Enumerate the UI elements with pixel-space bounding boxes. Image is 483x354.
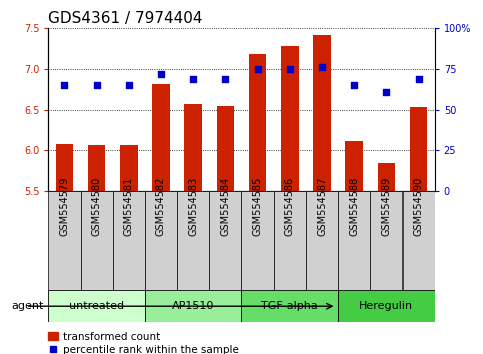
Point [125,82,133,88]
Point [189,76,197,82]
Legend: transformed count, percentile rank within the sample: transformed count, percentile rank withi… [44,327,242,354]
Text: agent: agent [11,301,43,311]
Bar [338,191,370,290]
Point [60,82,68,88]
Bar [209,191,242,290]
Text: GSM554583: GSM554583 [188,177,198,236]
Bar [56,144,73,191]
Bar [185,104,202,191]
Point [318,64,326,70]
Text: GSM554582: GSM554582 [156,176,166,236]
Bar [145,191,177,290]
Bar [242,290,338,322]
Bar [88,145,105,191]
Bar [370,191,402,290]
Bar [313,35,331,191]
Text: GSM554585: GSM554585 [253,176,263,236]
Point [93,82,100,88]
Text: GDS4361 / 7974404: GDS4361 / 7974404 [48,11,203,26]
Bar [177,191,209,290]
Point [254,66,261,72]
Text: GSM554579: GSM554579 [59,176,70,236]
Point [286,66,294,72]
Bar [338,290,435,322]
Text: GSM554584: GSM554584 [220,177,230,236]
Bar [152,84,170,191]
Bar [274,191,306,290]
Point [350,82,358,88]
Text: GSM554581: GSM554581 [124,177,134,236]
Bar [410,107,427,191]
Bar [249,55,267,191]
Text: AP1510: AP1510 [172,301,214,311]
Point [222,76,229,82]
Bar [48,290,145,322]
Bar [48,191,81,290]
Text: TGF-alpha: TGF-alpha [261,301,318,311]
Bar [281,46,298,191]
Text: Heregulin: Heregulin [359,301,413,311]
Bar [345,141,363,191]
Text: untreated: untreated [69,301,124,311]
Bar [242,191,274,290]
Bar [145,290,242,322]
Text: GSM554588: GSM554588 [349,177,359,236]
Bar [120,145,138,191]
Bar [402,191,435,290]
Bar [378,163,395,191]
Point [415,76,423,82]
Bar [113,191,145,290]
Text: GSM554580: GSM554580 [92,177,101,236]
Bar [306,191,338,290]
Bar [216,106,234,191]
Text: GSM554586: GSM554586 [285,177,295,236]
Point [157,71,165,77]
Text: GSM554589: GSM554589 [382,177,391,236]
Text: GSM554587: GSM554587 [317,176,327,236]
Bar [81,191,113,290]
Point [383,89,390,95]
Text: GSM554590: GSM554590 [413,177,424,236]
